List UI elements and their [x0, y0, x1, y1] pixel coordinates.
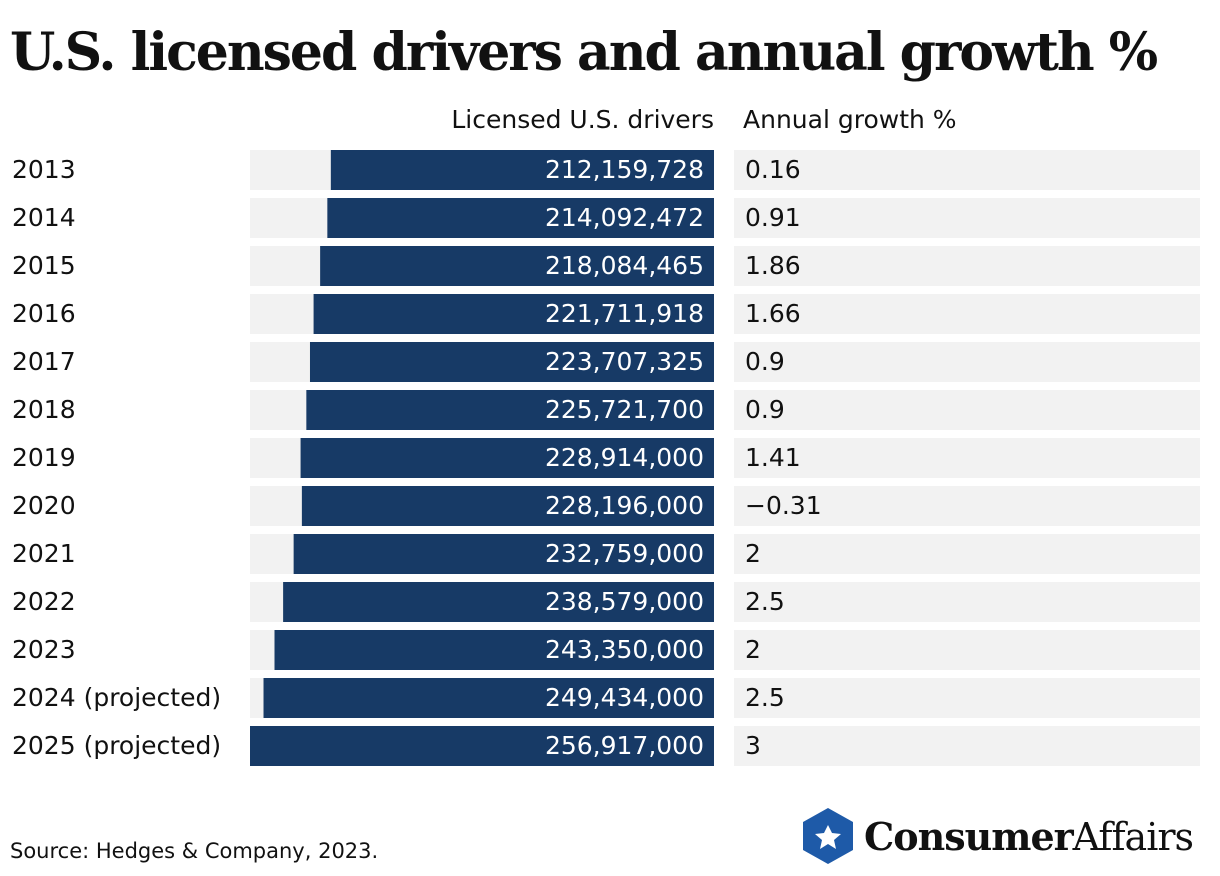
growth-background: [734, 438, 1200, 478]
value-label: 214,092,472: [545, 203, 704, 232]
bar: [320, 246, 714, 286]
value-label: 212,159,728: [545, 155, 704, 184]
column-header: Annual growth %: [743, 105, 957, 134]
row-label: 2023: [12, 635, 76, 664]
growth-value: 1.66: [745, 299, 801, 328]
growth-value: 2.5: [745, 683, 785, 712]
bar: [306, 390, 714, 430]
row-label: 2015: [12, 251, 76, 280]
row-label: 2018: [12, 395, 76, 424]
growth-background: [734, 582, 1200, 622]
growth-value: 1.86: [745, 251, 801, 280]
source: Source: Hedges & Company, 2023.: [10, 839, 378, 863]
growth-background: [734, 294, 1200, 334]
bar: [313, 294, 714, 334]
growth-value: 0.9: [745, 347, 785, 376]
value-label: 243,350,000: [545, 635, 704, 664]
growth-background: [734, 246, 1200, 286]
value-label: 225,721,700: [545, 395, 704, 424]
value-label: 256,917,000: [545, 731, 704, 760]
bar: [274, 630, 714, 670]
growth-value: 2.5: [745, 587, 785, 616]
growth-value: 1.41: [745, 443, 801, 472]
row-label: 2024 (projected): [12, 683, 221, 712]
row-label: 2014: [12, 203, 76, 232]
column-header: Licensed U.S. drivers: [451, 105, 714, 134]
chart-title: U.S. licensed drivers and annual growth …: [10, 22, 1158, 83]
value-label: 238,579,000: [545, 587, 704, 616]
growth-background: [734, 150, 1200, 190]
growth-background: [734, 342, 1200, 382]
row-label: 2013: [12, 155, 76, 184]
row-label: 2017: [12, 347, 76, 376]
bar: [250, 726, 714, 766]
row-label: 2025 (projected): [12, 731, 221, 760]
row-label: 2022: [12, 587, 76, 616]
growth-value: −0.31: [745, 491, 822, 520]
value-label: 232,759,000: [545, 539, 704, 568]
growth-background: [734, 678, 1200, 718]
value-label: 218,084,465: [545, 251, 704, 280]
bar: [330, 150, 714, 190]
growth-value: 0.9: [745, 395, 785, 424]
bar: [263, 678, 714, 718]
value-label: 221,711,918: [545, 299, 704, 328]
row-label: 2020: [12, 491, 76, 520]
value-label: 223,707,325: [545, 347, 704, 376]
value-label: 249,434,000: [545, 683, 704, 712]
logo-icon: [803, 808, 853, 864]
growth-background: [734, 534, 1200, 574]
growth-background: [734, 198, 1200, 238]
growth-background: [734, 390, 1200, 430]
value-label: 228,914,000: [545, 443, 704, 472]
growth-background: [734, 630, 1200, 670]
growth-background: [734, 726, 1200, 766]
row-label: 2016: [12, 299, 76, 328]
logo-text: ConsumerAffairs: [864, 814, 1193, 859]
value-label: 228,196,000: [545, 491, 704, 520]
bar: [301, 486, 714, 526]
bar: [283, 582, 714, 622]
growth-value: 3: [745, 731, 761, 760]
row-label: 2019: [12, 443, 76, 472]
growth-value: 2: [745, 635, 761, 664]
logo-bold: Consumer: [864, 814, 1075, 859]
bar: [327, 198, 714, 238]
bar: [300, 438, 714, 478]
bar: [293, 534, 714, 574]
logo-regular: Affairs: [1072, 815, 1193, 859]
growth-background: [734, 486, 1200, 526]
growth-value: 2: [745, 539, 761, 568]
bar: [309, 342, 714, 382]
row-label: 2021: [12, 539, 76, 568]
growth-value: 0.91: [745, 203, 801, 232]
growth-value: 0.16: [745, 155, 801, 184]
